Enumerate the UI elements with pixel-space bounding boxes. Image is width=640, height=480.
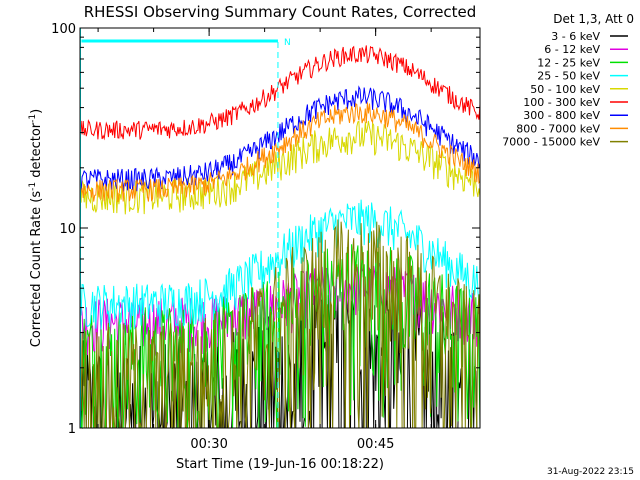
legend-label: 25 - 50 keV [537, 70, 600, 83]
footer-date: 31-Aug-2022 23:15 [547, 467, 634, 477]
y-tick-label: 1 [68, 422, 76, 437]
series-300-800keV [79, 85, 481, 192]
legend-label: 6 - 12 keV [544, 43, 600, 56]
series-7000-15000keV [79, 219, 481, 430]
x-axis-label: Start Time (19-Jun-16 00:18:22) [176, 457, 384, 472]
series-100-300keV [79, 45, 481, 141]
legend-label: 800 - 7000 keV [516, 122, 600, 135]
series-25-50keV [79, 199, 481, 330]
night-marker-label: N [284, 38, 291, 48]
legend-title: Det 1,3, Att 0 [553, 12, 634, 26]
legend-label: 3 - 6 keV [551, 30, 600, 43]
series-layer [79, 45, 481, 430]
legend-label: 300 - 800 keV [523, 109, 600, 122]
x-tick-label: 00:30 [190, 437, 227, 452]
legend-label: 50 - 100 keV [530, 83, 600, 96]
legend-label: 100 - 300 keV [523, 96, 600, 109]
x-tick-label: 00:45 [357, 437, 394, 452]
series-800-7000keV [79, 102, 481, 203]
legend-label: 12 - 25 keV [537, 56, 600, 69]
y-tick-label: 100 [51, 22, 76, 37]
y-axis-label: Corrected Count Rate (s-1 detector-1) [28, 109, 44, 347]
legend-label: 7000 - 15000 keV [502, 136, 600, 149]
axes: 00:30 00:45 1 10 100 [51, 22, 480, 452]
chart-title: RHESSI Observing Summary Count Rates, Co… [84, 3, 477, 21]
y-tick-label: 10 [59, 222, 76, 237]
